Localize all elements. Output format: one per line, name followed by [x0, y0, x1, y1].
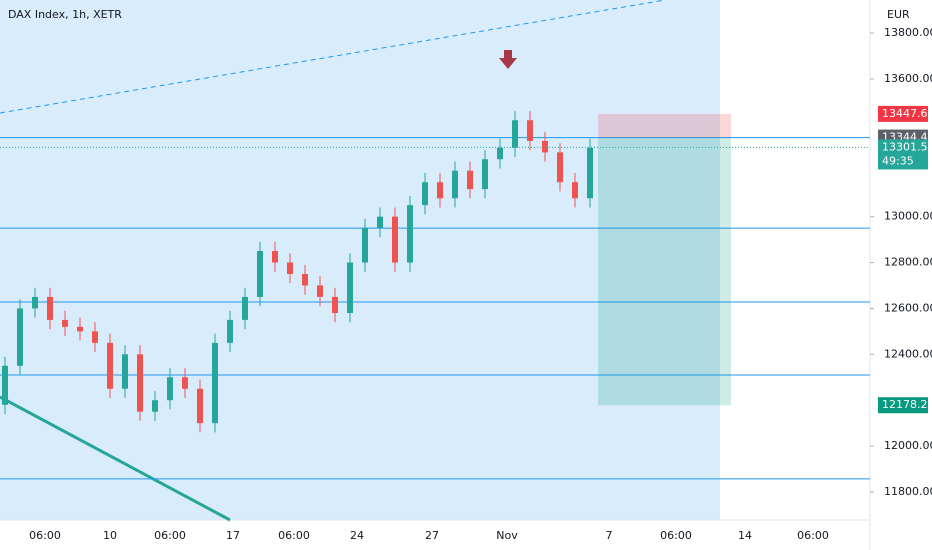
candle-body — [92, 331, 98, 343]
countdown: 49:35 — [882, 154, 914, 167]
target-zone — [598, 113, 731, 138]
x-tick-label: 7 — [606, 529, 613, 542]
x-tick-label: 27 — [425, 529, 439, 542]
trend-line — [0, 395, 231, 522]
price-tag — [878, 397, 928, 414]
trend-line — [0, 0, 666, 114]
candle-body — [2, 365, 8, 405]
candle-body — [302, 273, 308, 286]
candle-body — [572, 182, 578, 199]
x-tick-label: 14 — [738, 529, 752, 542]
x-tick-label: 06:00 — [29, 529, 61, 542]
candle-body — [422, 182, 428, 206]
candle-body — [32, 296, 38, 309]
y-tick-label: 12600.00 — [884, 301, 932, 314]
candle-body — [512, 120, 518, 148]
x-tick-label: 17 — [226, 529, 240, 542]
chart-title: DAX Index, 1h, XETR — [8, 8, 122, 21]
y-tick-label: 12800.00 — [884, 256, 932, 269]
candle-body — [317, 285, 323, 297]
x-tick-label: 10 — [103, 529, 117, 542]
candle-body — [227, 319, 233, 343]
x-tick-label: 06:00 — [660, 529, 692, 542]
price-tag — [878, 105, 928, 122]
candle-body — [542, 140, 548, 153]
price-tag-label: 12178.20 — [882, 398, 932, 411]
y-tick-label: 12400.00 — [884, 347, 932, 360]
y-tick-label: 13800.00 — [884, 26, 932, 39]
candle-body — [167, 377, 173, 401]
price-tag-label: 13447.64 — [882, 107, 932, 120]
candle-body — [587, 147, 593, 199]
price-tag-label: 13301.52 — [882, 140, 932, 153]
candle-body — [122, 354, 128, 389]
candle-body — [62, 319, 68, 327]
highlight-zone — [0, 0, 720, 520]
stop-zone — [598, 137, 731, 406]
candle-body — [527, 120, 533, 141]
candle-body — [497, 147, 503, 160]
candle-body — [467, 170, 473, 190]
candle-body — [77, 326, 83, 332]
y-tick-label: 11800.00 — [884, 485, 932, 498]
x-tick-label: 06:00 — [797, 529, 829, 542]
price-tag — [878, 139, 928, 170]
candle-body — [197, 388, 203, 424]
candle-body — [332, 296, 338, 314]
y-tick-label: 13000.00 — [884, 210, 932, 223]
candle-body — [557, 152, 563, 183]
candle-body — [407, 205, 413, 263]
candle-body — [182, 377, 188, 389]
x-tick-label: 06:00 — [154, 529, 186, 542]
x-tick-label: Nov — [496, 529, 518, 542]
x-tick-label: 24 — [350, 529, 364, 542]
arrow — [499, 50, 517, 69]
candle-body — [392, 216, 398, 263]
candle-body — [287, 262, 293, 274]
candle-body — [152, 400, 158, 412]
candle-body — [437, 182, 443, 199]
candle-body — [242, 296, 248, 320]
candle-body — [377, 216, 383, 229]
candle-body — [17, 308, 23, 366]
candle-body — [272, 251, 278, 263]
candle-body — [452, 170, 458, 199]
y-tick-label: 13600.00 — [884, 72, 932, 85]
candle-body — [482, 159, 488, 190]
candle-body — [212, 342, 218, 424]
candle-body — [47, 296, 53, 320]
candle-body — [257, 251, 263, 297]
candle-body — [347, 262, 353, 314]
x-tick-label: 06:00 — [278, 529, 310, 542]
candle-body — [137, 354, 143, 412]
candle-body — [107, 342, 113, 389]
candle-body — [362, 228, 368, 263]
y-tick-label: 12000.00 — [884, 439, 932, 452]
axis-label: EUR — [887, 8, 910, 21]
